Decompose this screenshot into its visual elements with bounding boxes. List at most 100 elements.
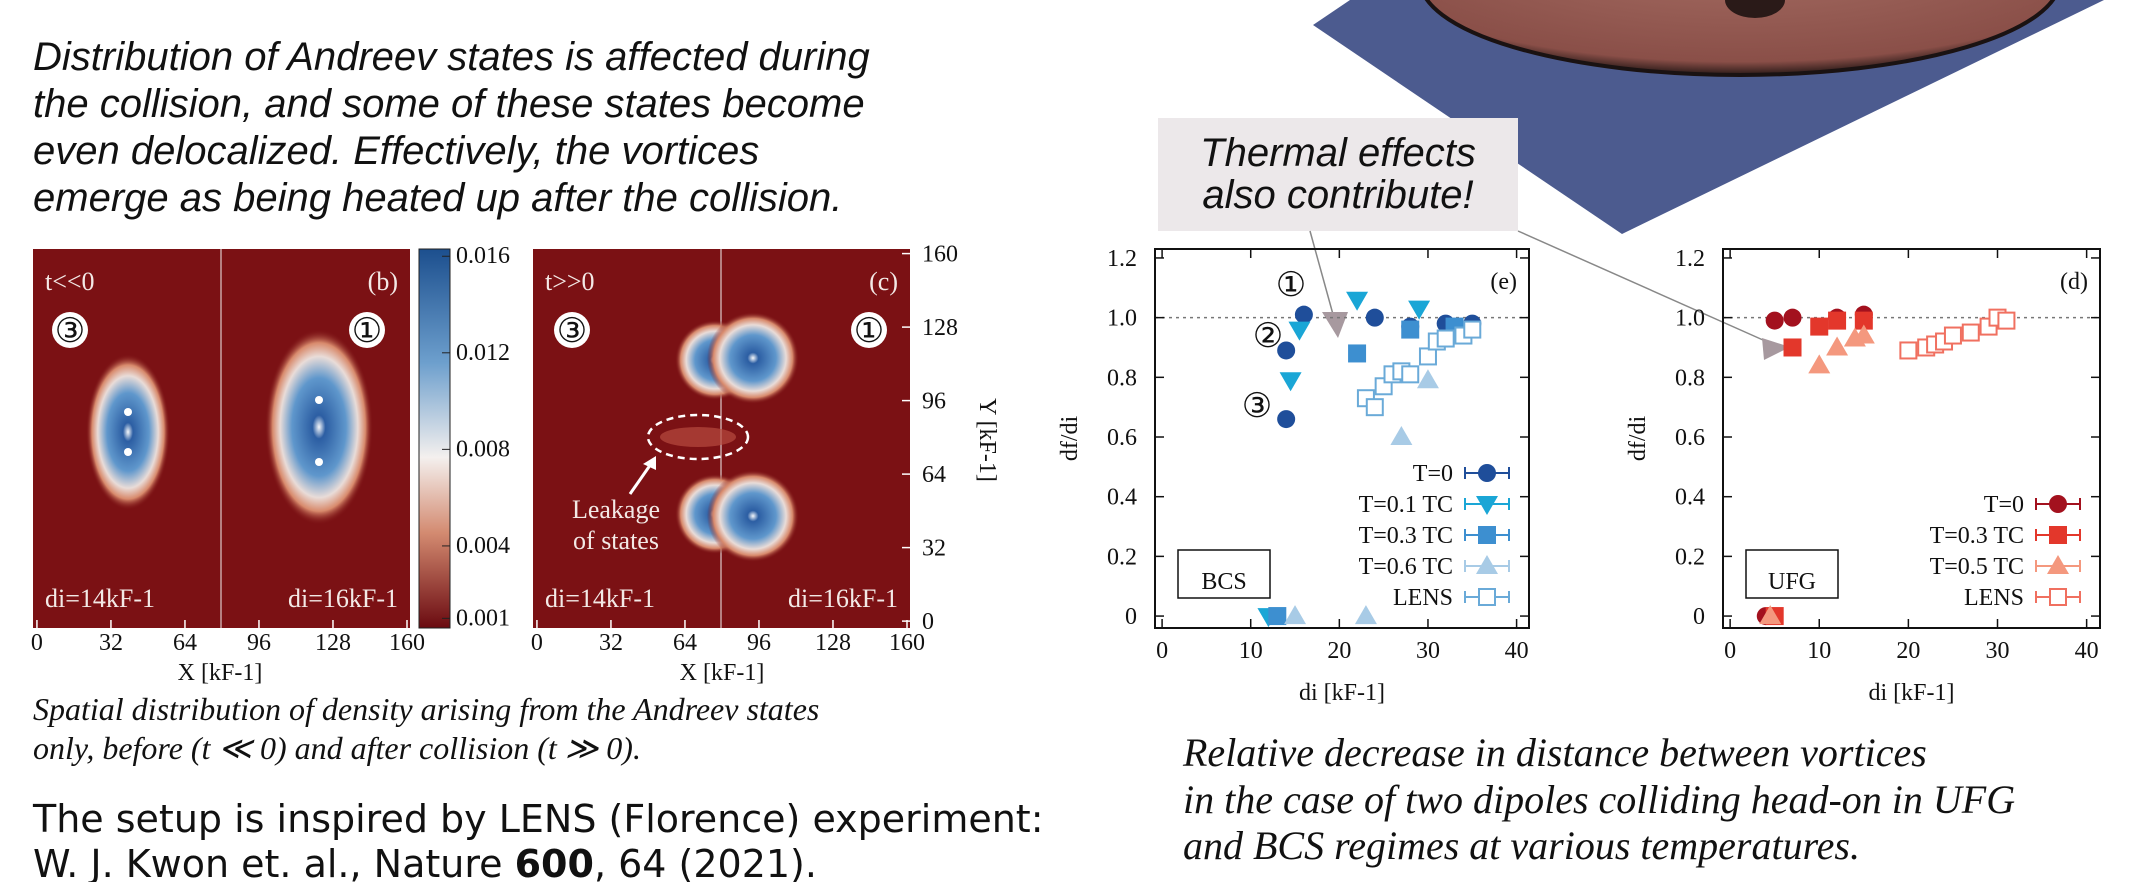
callout-text: Thermal effects [1200,131,1476,175]
y-tick-label: 0.2 [1107,544,1137,570]
regime-box [1177,549,1271,599]
y-tick-label: 0 [922,609,934,635]
x-tick-label: 64 [673,630,697,656]
colorbar-label: 0.008 [456,436,510,462]
arrow-head [643,456,656,470]
reference: The setup is inspired by LENS (Florence)… [32,797,1044,841]
vortex [707,312,799,404]
colorbar-label: 0.004 [456,533,510,559]
marker-bg [554,312,590,348]
point [1997,311,2016,330]
panel-label: (c) [869,267,898,296]
point [1810,317,1829,336]
intro-line: the collision, and some of these states … [33,82,865,126]
x-tick-label: 96 [247,630,271,656]
y-tick-label: 32 [922,536,946,562]
point [1852,324,1875,344]
caption: and BCS regimes at various temperatures. [1183,823,1860,868]
regime-label: BCS [1201,569,1246,595]
y-axis-label: df/di [1625,416,1651,462]
legend-label: T=0.1 TC [1359,492,1453,518]
y-tick-label: 96 [922,389,946,415]
dipole-marker: ① [352,311,382,351]
point [1828,311,1847,330]
point [1284,605,1307,625]
y-axis-label: Y [kF-1] [974,398,1000,482]
x-tick-label: 10 [1239,638,1263,664]
x-axis-label: X [kF-1] [680,660,765,686]
point [1365,398,1384,417]
point [1463,320,1482,339]
point [1408,300,1431,320]
heatmap-b: t<<0 (b) ③ ① di=14kF-1 di=16kF-1 [33,249,410,628]
intro-line: emerge as being heated up after the coll… [33,176,842,220]
legend-marker [1478,464,1496,482]
caption: only, before (t ≪ 0) and after collision… [33,730,641,766]
x-tick-label: 128 [815,630,851,656]
callout-line [1309,230,1335,319]
legend-marker [2049,526,2067,544]
vortex [315,458,323,466]
x-tick-label: 0 [1724,638,1736,664]
y-tick-label: 0 [1693,604,1705,630]
leakage-outline [646,413,750,461]
y-tick-label: 128 [922,315,958,341]
time-label: t<<0 [45,267,95,296]
vortex [315,396,323,404]
reference-text: W. J. Kwon et. al., Nature [33,842,515,882]
time-label: t>>0 [545,267,595,296]
callout-text: also contribute! [1202,173,1473,217]
x-tick-label: 0 [31,630,43,656]
reference: W. J. Kwon et. al., Nature 600, 64 (2021… [33,842,817,882]
x-tick-label: 32 [599,630,623,656]
intro-text: Distribution of Andreev states is affect… [33,35,870,220]
x-tick-label: 64 [173,630,197,656]
heatmap-c: Leakage of states t>>0 (c) ③ ① di=14kF-1… [533,249,910,628]
x-tick-label: 30 [1416,638,1440,664]
colorbar-label: 0.001 [456,605,510,631]
point [1418,347,1437,366]
plot-frame [1154,248,1530,629]
point [1783,308,1802,327]
point [1294,305,1313,324]
marker-bg [851,312,887,348]
x-tick-label: 20 [1327,638,1351,664]
x-tick-label: 160 [889,630,925,656]
legend-marker [1478,588,1496,606]
legend-marker [1476,496,1498,515]
point [1765,311,1784,330]
caption: Relative decrease in distance between vo… [1182,730,1927,775]
point [1346,291,1369,311]
x-tick-label: 10 [1807,638,1831,664]
regime-label: UFG [1768,569,1816,595]
y-tick-label: 0.4 [1675,485,1705,511]
y-tick-label: 1.0 [1107,306,1137,332]
leakage [660,427,736,447]
legend-marker [1478,526,1496,544]
y-tick-label: 1.2 [1675,246,1705,272]
dipole-marker: ③ [55,311,85,351]
point [1943,326,1962,345]
point [1277,341,1296,360]
di-label: di=14kF-1 [545,584,655,613]
y-tick-label: 1.2 [1107,246,1137,272]
reference-text: , 64 (2021). [594,842,817,882]
x-tick-label: 40 [2075,638,2099,664]
legend-label: LENS [1964,585,2024,611]
reference-volume: 600 [515,842,594,882]
vortex-pair [86,354,170,510]
panel-label: (b) [368,267,398,296]
regime-box [1745,549,1839,599]
point [1279,372,1302,392]
dipole-marker: ① [1276,265,1306,305]
point [1899,341,1918,360]
panel-label: (e) [1490,269,1517,295]
x-tick-label: 96 [747,630,771,656]
point [1854,311,1873,330]
y-tick-label: 1.0 [1675,306,1705,332]
callout-line [1517,230,1773,345]
dipole-marker: ③ [557,311,587,351]
legend-label: LENS [1393,585,1453,611]
annotation: Leakage [572,495,660,524]
point [1277,410,1296,429]
